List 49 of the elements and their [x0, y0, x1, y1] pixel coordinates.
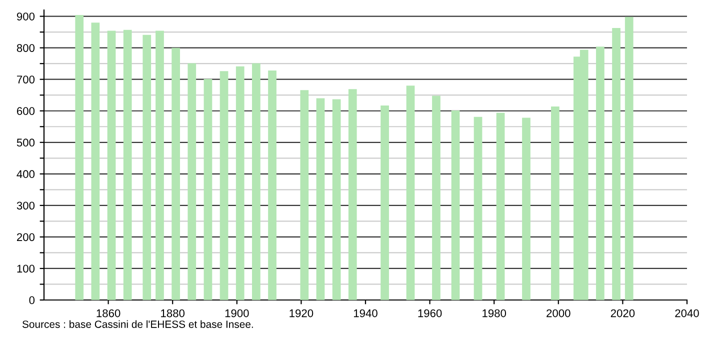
bar — [123, 30, 132, 300]
bar — [142, 34, 152, 300]
x-tick-label: 1940 — [354, 309, 378, 318]
y-tick-label: 100 — [17, 264, 35, 273]
bar — [551, 106, 560, 300]
y-tick-label: 900 — [16, 12, 35, 20]
bar — [107, 30, 116, 300]
bar — [156, 30, 164, 300]
x-tick-label: 1960 — [418, 309, 442, 318]
bar — [624, 16, 634, 300]
source-note: Sources : base Cassini de l'EHESS et base Insee. — [22, 320, 253, 328]
bar — [91, 22, 100, 300]
bar — [268, 70, 276, 300]
bar — [348, 89, 357, 300]
x-tick-label: 2000 — [546, 309, 570, 318]
x-tick-label: 2020 — [610, 309, 635, 318]
y-tick-label: 400 — [16, 170, 35, 178]
bar — [432, 96, 440, 300]
bar — [204, 79, 212, 300]
bar — [332, 99, 341, 300]
bar — [188, 63, 196, 300]
bar — [474, 116, 482, 300]
bar — [406, 86, 415, 300]
y-tick-label: 800 — [16, 44, 35, 52]
bar — [612, 28, 620, 300]
bar — [75, 15, 84, 300]
x-tick-label: 1900 — [225, 309, 249, 318]
x-tick-label: 1860 — [96, 309, 120, 318]
bar — [522, 118, 530, 300]
bar — [252, 63, 260, 300]
bar — [496, 112, 505, 300]
bar — [316, 98, 325, 300]
x-tick-label: 1980 — [482, 309, 506, 318]
x-tick-label: 1880 — [161, 309, 185, 318]
x-tick-label: 2040 — [675, 309, 699, 318]
bar — [380, 106, 389, 300]
bar — [220, 71, 228, 300]
bar — [236, 66, 244, 300]
y-tick-label: 700 — [17, 76, 35, 84]
bar — [172, 48, 180, 300]
y-tick-label: 200 — [16, 233, 35, 242]
bar — [596, 46, 604, 300]
y-tick-label: 300 — [16, 202, 35, 210]
x-tick-label: 1920 — [290, 309, 314, 318]
y-tick-label: 500 — [16, 138, 35, 147]
y-tick-label: 600 — [17, 107, 35, 116]
y-tick-label: 0 — [29, 296, 35, 304]
bar — [451, 110, 460, 300]
bar — [300, 90, 309, 300]
